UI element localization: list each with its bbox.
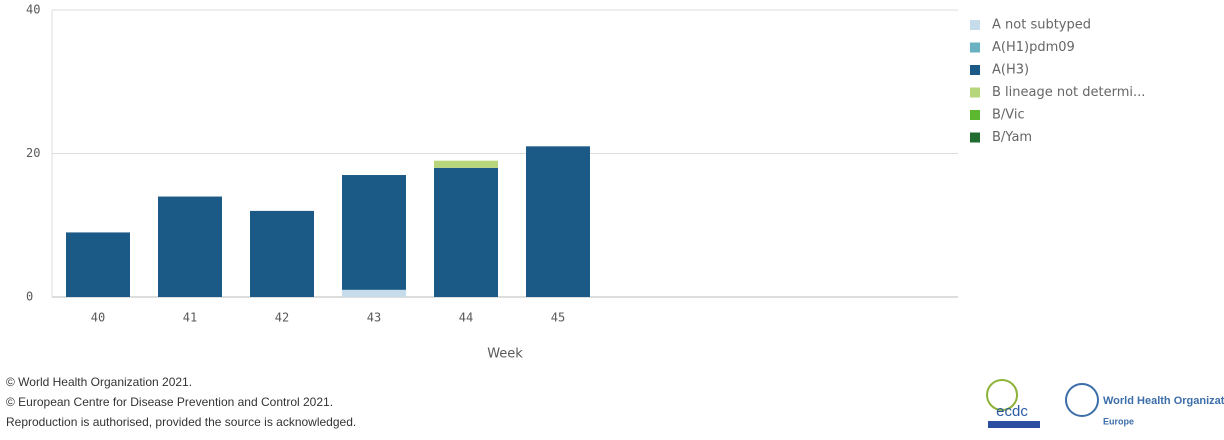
y-tick-label: 20 [26, 146, 40, 160]
legend-swatch [970, 87, 980, 98]
logo-bar [988, 421, 1040, 428]
footer-line: Reproduction is authorised, provided the… [6, 415, 356, 429]
x-tick-label: 41 [183, 311, 197, 325]
bar-segment [342, 289, 406, 297]
bar-segment [66, 232, 130, 297]
legend-swatch [970, 65, 980, 75]
bar-segment [434, 160, 498, 168]
ecdc-logo: ecdc [996, 403, 1028, 420]
legend-label: B/Vic [992, 108, 1025, 123]
x-tick-label: 40 [91, 311, 105, 325]
bar-segment [158, 196, 222, 297]
footer-line: © European Centre for Disease Prevention… [6, 395, 333, 409]
bar-segment [250, 210, 314, 297]
legend-label: B/Yam [992, 130, 1032, 145]
x-tick-label: 44 [459, 311, 473, 325]
who-logo-emblem [1065, 383, 1099, 417]
legend-label: A(H1)pdm09 [992, 40, 1075, 55]
bar-segment [526, 146, 590, 297]
legend-label: A not subtyped [992, 18, 1091, 33]
bar-segment [434, 167, 498, 297]
legend-label: B lineage not determi... [992, 85, 1145, 100]
legend-swatch [970, 42, 980, 53]
x-tick-label: 43 [367, 311, 381, 325]
x-tick-label: 42 [275, 311, 289, 325]
bar-segment [342, 175, 406, 290]
x-axis-label: Week [487, 347, 523, 362]
legend-swatch [970, 110, 980, 120]
legend-swatch [970, 20, 980, 30]
y-tick-label: 40 [26, 3, 40, 17]
ecdc-logo-globe [986, 379, 1018, 411]
x-tick-label: 45 [551, 311, 565, 325]
legend-label: A(H3) [992, 63, 1029, 78]
footer-line: © World Health Organization 2021. [6, 375, 192, 389]
who-logo: World Health Organization [1103, 395, 1224, 407]
legend-swatch [970, 132, 980, 143]
y-tick-label: 0 [26, 290, 33, 304]
who-logo-region: Europe [1103, 416, 1134, 426]
